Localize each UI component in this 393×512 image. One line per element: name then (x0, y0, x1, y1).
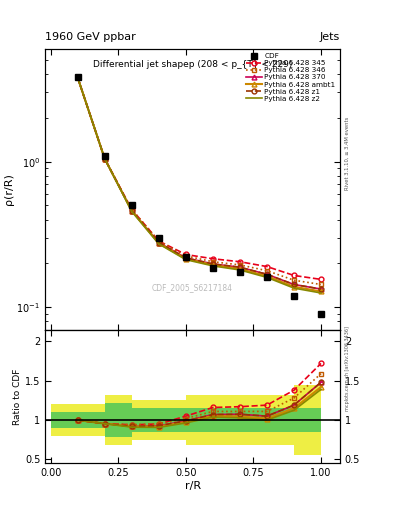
Line: Pythia 6.428 345: Pythia 6.428 345 (75, 75, 323, 282)
Pythia 6.428 ambt1 (102, 156, 107, 162)
Pythia 6.428 z1 (237, 264, 242, 270)
Pythia 6.428 345 (292, 272, 296, 279)
Pythia 6.428 z2 (264, 274, 269, 281)
Pythia 6.428 z1 (102, 156, 107, 162)
CDF (129, 202, 134, 208)
Pythia 6.428 346 (184, 253, 188, 259)
Line: Pythia 6.428 ambt1: Pythia 6.428 ambt1 (75, 75, 323, 294)
Text: Differential jet shapep (208 < p_{T} < 229): Differential jet shapep (208 < p_{T} < 2… (93, 60, 292, 69)
Pythia 6.428 346 (156, 238, 161, 244)
Pythia 6.428 ambt1 (184, 255, 188, 262)
Pythia 6.428 346 (237, 262, 242, 268)
CDF (237, 269, 242, 275)
CDF (156, 234, 161, 241)
Pythia 6.428 370 (102, 156, 107, 162)
Pythia 6.428 345 (75, 74, 80, 80)
Pythia 6.428 ambt1 (319, 288, 323, 294)
X-axis label: r/R: r/R (184, 481, 201, 491)
Pythia 6.428 345 (319, 276, 323, 283)
Pythia 6.428 345 (184, 251, 188, 258)
Y-axis label: ρ(r/R): ρ(r/R) (4, 173, 14, 205)
Pythia 6.428 345 (211, 255, 215, 262)
Pythia 6.428 ambt1 (264, 273, 269, 280)
Pythia 6.428 370 (319, 286, 323, 292)
Pythia 6.428 z2 (184, 257, 188, 263)
Pythia 6.428 370 (184, 255, 188, 261)
Line: Pythia 6.428 z1: Pythia 6.428 z1 (75, 75, 323, 291)
Line: Pythia 6.428 370: Pythia 6.428 370 (75, 75, 323, 291)
Pythia 6.428 z2 (102, 156, 107, 162)
Pythia 6.428 z2 (319, 290, 323, 296)
Pythia 6.428 346 (75, 74, 80, 80)
Pythia 6.428 346 (129, 206, 134, 212)
Legend: CDF, Pythia 6.428 345, Pythia 6.428 346, Pythia 6.428 370, Pythia 6.428 ambt1, P: CDF, Pythia 6.428 345, Pythia 6.428 346,… (243, 50, 338, 105)
Text: mcplots.cern.ch [arXiv:1306.3436]: mcplots.cern.ch [arXiv:1306.3436] (345, 326, 350, 411)
Pythia 6.428 370 (211, 261, 215, 267)
CDF (75, 74, 80, 80)
Text: 1960 GeV ppbar: 1960 GeV ppbar (45, 32, 136, 42)
Pythia 6.428 z2 (292, 285, 296, 291)
Pythia 6.428 346 (292, 277, 296, 283)
Pythia 6.428 ambt1 (237, 266, 242, 272)
CDF (102, 153, 107, 159)
Text: CDF_2005_S6217184: CDF_2005_S6217184 (152, 283, 233, 292)
Text: Rivet 3.1.10, ≥ 3.4M events: Rivet 3.1.10, ≥ 3.4M events (345, 117, 350, 190)
Pythia 6.428 346 (319, 282, 323, 288)
Pythia 6.428 345 (156, 238, 161, 244)
Pythia 6.428 345 (102, 156, 107, 162)
Line: Pythia 6.428 z2: Pythia 6.428 z2 (78, 77, 321, 293)
Pythia 6.428 ambt1 (292, 284, 296, 290)
Pythia 6.428 z1 (75, 74, 80, 80)
Pythia 6.428 345 (129, 206, 134, 212)
Pythia 6.428 ambt1 (75, 74, 80, 80)
Pythia 6.428 346 (211, 259, 215, 265)
CDF (211, 265, 215, 271)
Pythia 6.428 z1 (156, 240, 161, 246)
Pythia 6.428 z1 (292, 282, 296, 288)
Pythia 6.428 ambt1 (156, 240, 161, 246)
Pythia 6.428 ambt1 (211, 262, 215, 268)
CDF (319, 311, 323, 317)
Pythia 6.428 z2 (211, 263, 215, 269)
Pythia 6.428 z2 (156, 241, 161, 247)
CDF (264, 274, 269, 281)
Pythia 6.428 z1 (129, 208, 134, 214)
Pythia 6.428 z1 (319, 286, 323, 292)
Pythia 6.428 z1 (184, 255, 188, 261)
Line: Pythia 6.428 346: Pythia 6.428 346 (75, 75, 323, 287)
Pythia 6.428 z2 (237, 267, 242, 273)
Pythia 6.428 346 (264, 268, 269, 274)
CDF (184, 254, 188, 261)
Pythia 6.428 370 (292, 282, 296, 288)
Pythia 6.428 345 (264, 264, 269, 270)
Pythia 6.428 370 (75, 74, 80, 80)
Pythia 6.428 z2 (75, 74, 80, 80)
Text: Jets: Jets (320, 32, 340, 42)
CDF (292, 292, 296, 298)
Pythia 6.428 370 (264, 271, 269, 278)
Pythia 6.428 z1 (264, 271, 269, 278)
Pythia 6.428 z1 (211, 261, 215, 267)
Pythia 6.428 346 (102, 156, 107, 162)
Y-axis label: Ratio to CDF: Ratio to CDF (13, 368, 22, 424)
Pythia 6.428 ambt1 (129, 208, 134, 214)
Pythia 6.428 370 (129, 208, 134, 214)
Pythia 6.428 345 (237, 259, 242, 265)
Pythia 6.428 z2 (129, 208, 134, 215)
Pythia 6.428 370 (237, 264, 242, 270)
Line: CDF: CDF (75, 75, 324, 316)
Pythia 6.428 370 (156, 240, 161, 246)
